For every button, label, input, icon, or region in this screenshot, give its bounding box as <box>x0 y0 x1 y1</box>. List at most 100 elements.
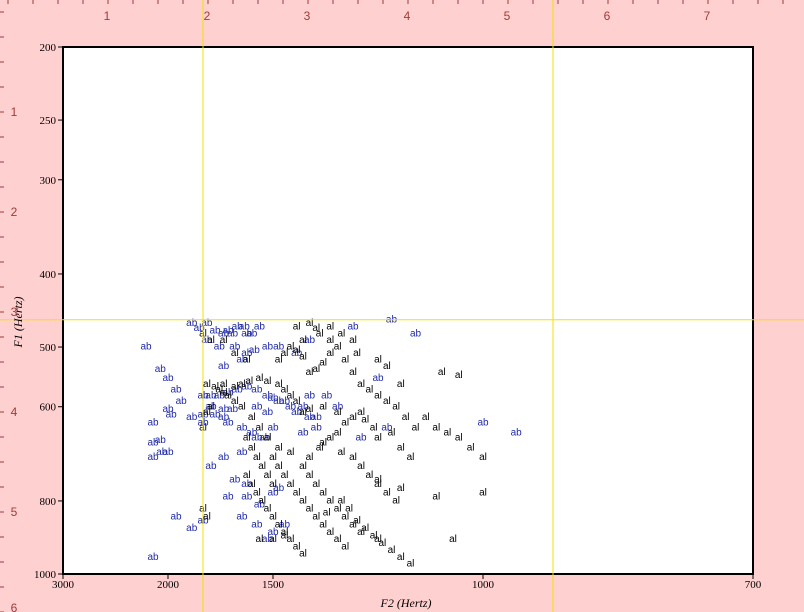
point-label-al: al <box>349 519 357 530</box>
point-label-ab: ab <box>273 396 285 407</box>
point-label-al: al <box>287 342 295 353</box>
point-label-ab: ab <box>147 417 159 428</box>
point-label-ab: ab <box>147 452 159 463</box>
point-label-ab: ab <box>222 387 234 398</box>
point-label-al: al <box>306 504 314 515</box>
point-label-al: al <box>275 355 283 366</box>
point-label-al: al <box>243 433 251 444</box>
point-label-al: al <box>306 367 314 378</box>
point-label-ab: ab <box>171 512 183 523</box>
point-label-al: al <box>293 396 301 407</box>
point-label-ab: ab <box>222 326 234 337</box>
point-label-ab: ab <box>218 328 230 339</box>
point-label-ab: ab <box>262 342 274 353</box>
point-label-al: al <box>293 487 301 498</box>
point-label-ab: ab <box>291 348 303 359</box>
point-label-al: al <box>370 423 378 434</box>
point-label-ab: ab <box>304 335 316 346</box>
point-label-al: al <box>248 442 256 453</box>
point-label-ab: ab <box>381 423 393 434</box>
point-label-al: al <box>349 412 357 423</box>
y-tick-label: 200 <box>40 42 57 54</box>
point-label-al: al <box>326 348 334 359</box>
point-label-al: al <box>349 452 357 463</box>
point-label-al: al <box>243 470 251 481</box>
point-label-ab: ab <box>267 527 279 538</box>
point-label-al: al <box>357 461 365 472</box>
point-label-al: al <box>379 538 387 549</box>
point-label-al: al <box>264 376 272 387</box>
point-label-al: al <box>275 519 283 530</box>
point-label-al: al <box>383 396 391 407</box>
point-label-al: al <box>374 433 382 444</box>
point-label-al: al <box>365 470 373 481</box>
point-label-al: al <box>269 512 277 523</box>
point-label-ab: ab <box>214 390 226 401</box>
point-label-al: al <box>392 401 400 412</box>
point-label-al: al <box>349 367 357 378</box>
point-label-ab: ab <box>279 396 291 407</box>
point-label-al: al <box>397 442 405 453</box>
point-label-ab: ab <box>205 461 217 472</box>
point-label-ab: ab <box>477 417 489 428</box>
point-label-al: al <box>337 496 345 507</box>
point-label-al: al <box>269 452 277 463</box>
point-label-al: al <box>275 442 283 453</box>
point-label-ab: ab <box>162 373 174 384</box>
plot-area <box>62 46 754 575</box>
point-label-al: al <box>211 382 219 393</box>
point-label-al: al <box>353 348 361 359</box>
point-label-ab: ab <box>285 401 297 412</box>
point-label-ab: ab <box>241 479 253 490</box>
y-axis-title: F1 (Hertz) <box>11 297 25 349</box>
point-label-ab: ab <box>186 523 198 534</box>
point-label-ab: ab <box>210 326 222 337</box>
point-label-ab: ab <box>267 393 279 404</box>
point-label-ab: ab <box>241 382 253 393</box>
point-label-ab: ab <box>229 474 241 485</box>
point-label-al: al <box>238 379 246 390</box>
point-label-al: al <box>287 390 295 401</box>
point-label-ab: ab <box>201 335 213 346</box>
point-label-al: al <box>397 483 405 494</box>
point-label-ab: ab <box>410 328 422 339</box>
point-label-al: al <box>443 428 451 439</box>
point-label-ab: ab <box>218 412 230 423</box>
point-label-ab: ab <box>229 342 241 353</box>
point-label-ab: ab <box>304 412 316 423</box>
point-label-al: al <box>306 470 314 481</box>
point-label-al: al <box>334 428 342 439</box>
point-label-al: al <box>287 479 295 490</box>
point-label-ab: ab <box>273 342 285 353</box>
point-label-ab: ab <box>267 423 279 434</box>
point-label-ab: ab <box>232 321 244 332</box>
point-label-ab: ab <box>279 519 291 530</box>
point-label-ab: ab <box>332 401 344 412</box>
point-label-al: al <box>224 390 232 401</box>
point-label-al: al <box>293 345 301 356</box>
x-tick-label: 2000 <box>157 579 180 591</box>
point-label-al: al <box>455 370 463 381</box>
point-label-al: al <box>220 387 228 398</box>
y-axis-ticks: 200 250 300 400 500 600 800 1000 <box>34 42 63 581</box>
point-label-al: al <box>293 321 301 332</box>
point-label-ab: ab <box>262 407 274 418</box>
point-label-ab: ab <box>239 321 251 332</box>
y-tick-label: 600 <box>40 402 57 414</box>
point-label-ab: ab <box>171 385 183 396</box>
ruler-top-label: 6 <box>604 9 611 23</box>
point-label-al: al <box>374 534 382 545</box>
data-points: abababababababababababababababababababab… <box>140 314 522 569</box>
point-label-al: al <box>264 433 272 444</box>
point-label-al: al <box>269 479 277 490</box>
x-axis-title: F2 (Hertz) <box>380 596 432 610</box>
ruler-left-label: 4 <box>11 405 18 419</box>
ruler-top-label: 4 <box>404 9 411 23</box>
point-label-al: al <box>337 328 345 339</box>
point-label-ab: ab <box>246 428 258 439</box>
point-label-ab: ab <box>186 318 198 329</box>
point-label-al: al <box>220 335 228 346</box>
point-label-al: al <box>388 428 396 439</box>
point-label-al: al <box>253 487 261 498</box>
